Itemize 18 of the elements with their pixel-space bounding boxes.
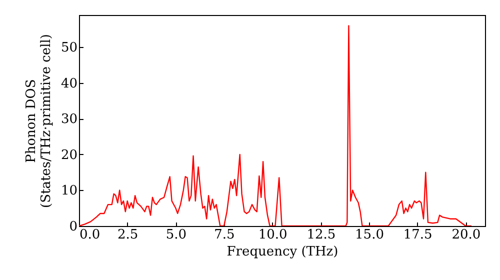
- x-tick-label: 17.5: [403, 228, 432, 242]
- y-tick-label: 0: [69, 220, 78, 234]
- y-axis-title: Phonon DOS (States/THz·primitive cell): [24, 34, 54, 208]
- y-tick-label: 50: [60, 40, 78, 56]
- y-tick-label: 10: [60, 184, 78, 199]
- y-tick-label: 20: [60, 148, 78, 163]
- x-tick-label: 10.0: [258, 228, 288, 242]
- x-tick-label: 0.0: [80, 228, 100, 242]
- x-tick-label: 15.0: [355, 228, 384, 242]
- x-tick-label: 5.0: [166, 228, 187, 242]
- x-axis-title: Frequency (THz): [226, 244, 338, 260]
- x-tick-label: 7.5: [214, 228, 235, 242]
- x-tick-label: 2.5: [117, 228, 138, 242]
- x-tick-label: 12.5: [306, 228, 336, 242]
- y-tick-label: 40: [60, 76, 78, 92]
- y-tick-label: 30: [60, 112, 78, 128]
- line-series: [79, 25, 472, 226]
- x-tick-label: 20.0: [452, 228, 481, 242]
